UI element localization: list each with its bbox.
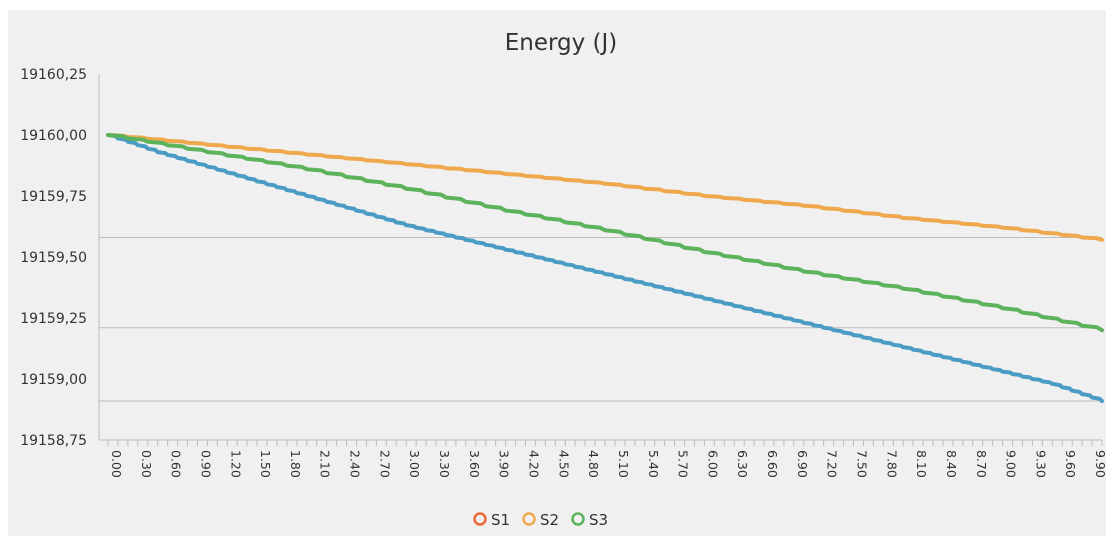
x-tick-label: 2.40	[348, 450, 363, 478]
chart-container: Energy (J) 19160,25 19160,00 19159,75 19159…	[8, 10, 1106, 536]
x-tick-label: 4.80	[586, 450, 601, 478]
series-line-s3	[106, 133, 1104, 333]
x-tick-label: 3.90	[497, 450, 512, 478]
x-tick-label: 1.50	[258, 450, 273, 478]
grid-lines	[99, 236, 1102, 402]
y-tick-label: 19158,75	[20, 433, 87, 449]
x-tick-label: 5.40	[646, 450, 661, 478]
x-tick-label: 7.20	[825, 450, 840, 478]
x-tick-label: 9.00	[1004, 450, 1019, 478]
y-tick-label: 19159,25	[20, 311, 87, 327]
y-tick-label: 19159,00	[20, 372, 87, 388]
x-tick-label: 0.60	[169, 450, 184, 478]
x-tick-label: 3.60	[467, 450, 482, 478]
x-tick-label: 6.60	[765, 450, 780, 478]
y-tick-label: 19159,75	[20, 189, 87, 205]
x-tick-label: 8.40	[944, 450, 959, 478]
x-tick-label: 6.90	[795, 450, 810, 478]
x-tick-label: 4.20	[526, 450, 541, 478]
x-tick-label: 9.90	[1093, 450, 1106, 478]
y-axis-ticks: 19160,25 19160,00 19159,75 19159,50 19159,25…	[20, 67, 87, 449]
y-tick-label: 19160,00	[20, 128, 87, 144]
x-tick-label: 3.30	[437, 450, 452, 478]
legend-label-s2[interactable]: S2	[540, 511, 559, 529]
x-tick-label: 8.70	[974, 450, 989, 478]
x-tick-label: 5.10	[616, 450, 631, 478]
x-tick-label: 0.30	[139, 450, 154, 478]
line-chart: Energy (J) 19160,25 19160,00 19159,75 19159…	[20, 30, 1106, 529]
legend-marker-s2[interactable]	[522, 512, 536, 526]
legend[interactable]: S1 S2 S3	[473, 511, 609, 529]
x-tick-label: 2.10	[318, 450, 333, 478]
x-tick-label: 1.80	[288, 450, 303, 478]
legend-marker-s1[interactable]	[473, 512, 487, 526]
y-tick-label: 19159,50	[20, 250, 87, 266]
x-tick-label: 9.60	[1063, 450, 1078, 478]
x-tick-label: 9.30	[1033, 450, 1048, 478]
x-tick-label: 1.20	[228, 450, 243, 478]
x-tick-label: 0.00	[109, 450, 124, 478]
x-tick-label: 6.30	[735, 450, 750, 478]
x-tick-label: 5.70	[676, 450, 691, 478]
x-tick-label: 8.10	[914, 450, 929, 478]
x-tick-label: 4.50	[556, 450, 571, 478]
x-tick-label: 6.00	[705, 450, 720, 478]
x-tick-label: 3.00	[407, 450, 422, 478]
legend-marker-s3[interactable]	[571, 512, 585, 526]
series-line-s2	[106, 133, 1104, 242]
x-axis-ticks: 0.00 0.30 0.60 0.90 1.20 1.50 1.80 2.10 2.40 2.70…	[107, 440, 1106, 478]
series-line-s1	[106, 133, 1104, 403]
series-lines	[106, 133, 1104, 403]
legend-label-s3[interactable]: S3	[589, 511, 608, 529]
x-tick-label: 0.90	[198, 450, 213, 478]
x-tick-label: 7.50	[855, 450, 870, 478]
x-tick-label: 7.80	[884, 450, 899, 478]
chart-title: Energy (J)	[505, 30, 618, 56]
y-tick-label: 19160,25	[20, 67, 87, 83]
legend-label-s1[interactable]: S1	[491, 511, 510, 529]
x-tick-label: 2.70	[377, 450, 392, 478]
